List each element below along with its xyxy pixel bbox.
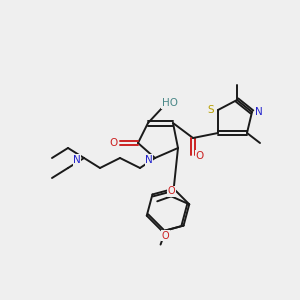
Text: N: N [73,155,81,165]
Text: S: S [208,105,214,115]
Text: O: O [196,151,204,161]
Text: HO: HO [162,98,178,108]
Text: O: O [162,231,170,241]
Text: N: N [255,107,263,117]
Text: O: O [167,186,175,196]
Text: N: N [145,155,153,165]
Text: O: O [109,138,117,148]
